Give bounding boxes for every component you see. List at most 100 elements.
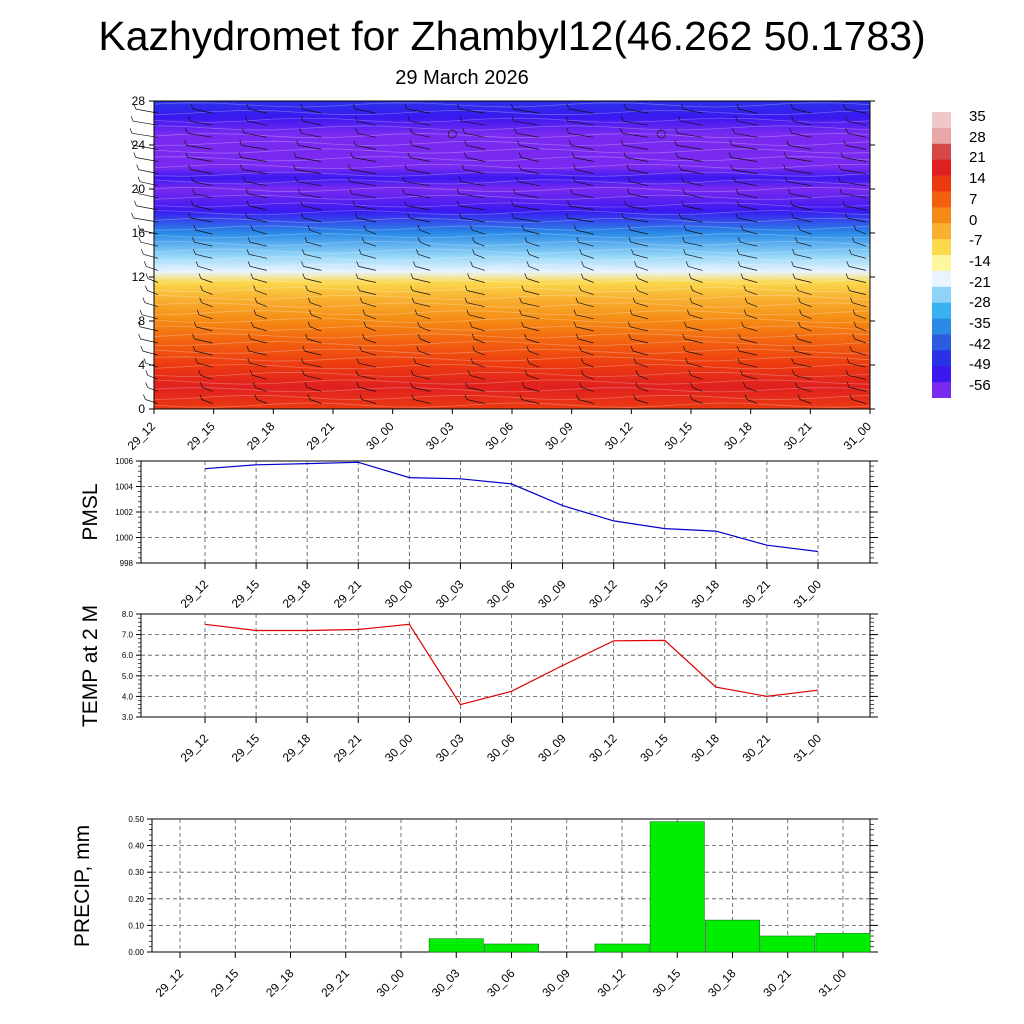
wind-barb-flag — [198, 273, 202, 279]
wind-barb-flag — [626, 188, 630, 194]
contour-line — [153, 225, 871, 231]
wind-barb-flag — [250, 370, 253, 376]
wind-barb-flag — [849, 394, 853, 400]
wind-barb-flag — [349, 188, 353, 194]
wind-barb — [746, 314, 758, 320]
wind-barb — [680, 120, 703, 126]
wind-barb-flag — [358, 249, 362, 255]
wind-barb — [568, 132, 594, 138]
wind-barb — [521, 302, 540, 308]
colorbar-label: 21 — [969, 149, 986, 167]
wind-barb — [523, 229, 540, 235]
wind-barb-flag — [353, 140, 356, 146]
temperature-field — [154, 101, 870, 409]
pmsl-line — [204, 461, 819, 553]
wind-barb-flag — [247, 358, 251, 364]
wind-barb-flag — [737, 261, 741, 267]
wind-barb-flag — [791, 261, 794, 267]
wind-barb-flag — [293, 152, 297, 158]
contour-line — [153, 125, 871, 131]
wind-barb — [625, 157, 649, 162]
colorbar-swatch — [932, 350, 951, 367]
wind-barb — [247, 120, 267, 126]
temp2m-x-tick-label: 29_12 — [178, 731, 212, 765]
wind-barb — [689, 314, 703, 320]
wind-barb-flag — [247, 261, 251, 267]
contour-line — [153, 117, 871, 123]
wind-barb-flag — [787, 188, 791, 194]
wind-barb — [742, 229, 758, 235]
wind-barb — [578, 338, 594, 344]
wind-barb — [742, 278, 758, 283]
wind-barb-flag — [145, 273, 149, 279]
wind-barb-flag — [740, 273, 744, 279]
wind-barb — [636, 266, 649, 271]
wind-barb-flag — [352, 200, 356, 207]
wind-barb-flag — [837, 176, 841, 182]
wind-barb — [249, 362, 268, 368]
wind-barb — [242, 169, 267, 174]
wind-barb — [187, 132, 213, 138]
wind-barb-flag — [683, 224, 687, 231]
wind-barb-flag — [682, 188, 685, 194]
wind-barb — [311, 314, 322, 320]
contour-line — [153, 186, 871, 193]
wind-barb — [255, 290, 268, 295]
wind-barb-flag — [302, 370, 305, 376]
wind-barb — [358, 362, 376, 368]
wind-barb — [799, 229, 812, 235]
wind-barb — [361, 399, 376, 404]
wind-barb-flag — [184, 140, 187, 146]
wind-barb — [677, 132, 703, 138]
wind-barb — [738, 193, 758, 199]
wind-barb — [200, 278, 213, 283]
precip-bar — [594, 943, 650, 953]
wind-barb-flag — [188, 212, 191, 219]
wind-barb — [147, 387, 159, 392]
colorbar-swatch — [932, 286, 951, 304]
wind-barb — [419, 229, 431, 235]
wind-barb — [851, 399, 867, 404]
precip-ylabel: PRECIP, mm — [71, 825, 94, 947]
wind-barb-flag — [565, 212, 569, 219]
wind-barb-flag — [566, 103, 570, 110]
contour-line — [153, 194, 871, 200]
wind-barb-flag — [732, 128, 735, 134]
wind-barb — [840, 169, 867, 174]
wind-barb — [622, 132, 649, 138]
wind-barb — [248, 253, 267, 259]
wind-barb-flag — [240, 164, 243, 170]
wind-barb-flag — [199, 297, 202, 303]
wind-barb — [461, 181, 485, 187]
wind-barb — [630, 181, 649, 187]
wind-barb-flag — [352, 103, 356, 110]
wind-barb — [742, 374, 758, 380]
wind-barb — [847, 132, 867, 138]
wind-barb-flag — [628, 237, 632, 243]
wind-barb-flag — [130, 140, 134, 146]
wind-barb — [198, 314, 213, 320]
wind-barb-flag — [579, 382, 582, 388]
wind-barb-flag — [853, 224, 857, 231]
wind-barb — [849, 362, 867, 368]
colorbar-swatch — [932, 143, 951, 161]
wind-barb-flag — [689, 297, 693, 303]
precip-bar — [705, 919, 761, 953]
wind-barb-flag — [573, 321, 577, 328]
wind-barb — [354, 205, 376, 211]
y-tick-label: 24 — [132, 138, 146, 152]
wind-barb-flag — [469, 321, 473, 328]
wind-barb — [745, 387, 758, 392]
wind-barb-flag — [459, 116, 463, 122]
wind-barb — [306, 241, 322, 247]
wind-barb — [197, 266, 213, 271]
wind-barb — [623, 217, 649, 223]
wind-barb-flag — [348, 164, 351, 170]
contour-line — [153, 240, 871, 247]
wind-barb-flag — [307, 297, 311, 303]
x-tick-label: 29_21 — [304, 419, 338, 453]
wind-barb-flag — [737, 237, 741, 243]
wind-barb-flag — [417, 224, 421, 231]
wind-barb-flag — [417, 237, 421, 243]
wind-barb — [248, 108, 267, 114]
